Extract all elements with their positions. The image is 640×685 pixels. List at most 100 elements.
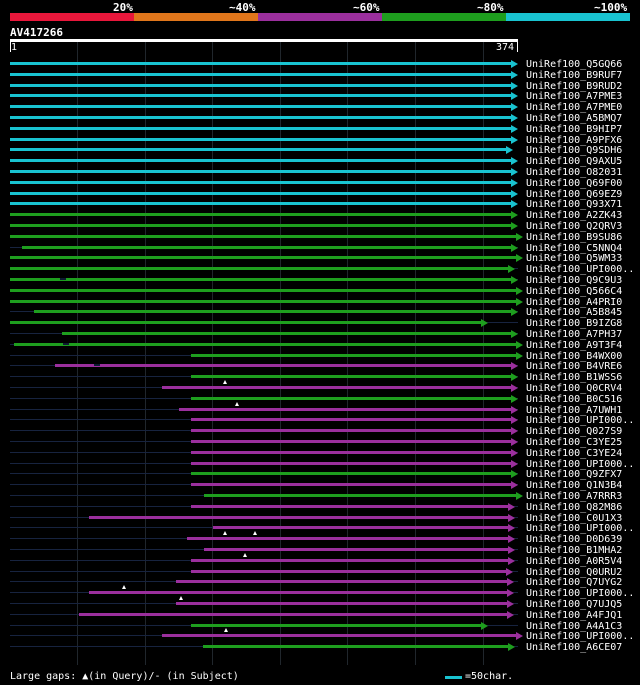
hit-label[interactable]: UniRef100_A6CE07: [526, 642, 623, 653]
hit-row[interactable]: UniRef100_A9PFX6: [0, 135, 640, 146]
hit-row[interactable]: UniRef100_B1WSS6: [0, 372, 640, 383]
hit-row[interactable]: UniRef100_Q9ZFX7: [0, 469, 640, 480]
hit-row[interactable]: UniRef100_A5BMQ7: [0, 113, 640, 124]
hit-label[interactable]: UniRef100_A0R5V4: [526, 556, 623, 567]
hit-bar[interactable]: [190, 505, 509, 508]
hit-label[interactable]: UniRef100_B9HIP7: [526, 124, 623, 135]
hit-row[interactable]: UniRef100_B4VRE6: [0, 361, 640, 372]
hit-bar[interactable]: [190, 559, 509, 562]
hit-bar[interactable]: [61, 332, 511, 335]
hit-row[interactable]: UniRef100_UPI000..: [0, 415, 640, 426]
hit-row[interactable]: UniRef100_A7PME3: [0, 91, 640, 102]
hit-row[interactable]: UniRef100_B1MHA2: [0, 545, 640, 556]
hit-row[interactable]: UniRef100_C5NNQ4: [0, 243, 640, 254]
hit-row[interactable]: UniRef100_UPI000..: [0, 585, 640, 599]
hit-bar[interactable]: [10, 159, 511, 162]
hit-bar[interactable]: [79, 613, 507, 616]
hit-label[interactable]: UniRef100_A7UWH1: [526, 405, 623, 416]
hit-label[interactable]: UniRef100_D0D639: [526, 534, 623, 545]
hit-bar[interactable]: [190, 472, 511, 475]
hit-row[interactable]: UniRef100_B9IZG8: [0, 318, 640, 329]
hit-bar[interactable]: [34, 310, 511, 313]
hit-row[interactable]: UniRef100_Q5GQ66: [0, 59, 640, 70]
hit-row[interactable]: UniRef100_Q566C4: [0, 286, 640, 297]
hit-bar[interactable]: [190, 483, 511, 486]
hit-bar[interactable]: [190, 451, 511, 454]
hit-row[interactable]: UniRef100_Q1N3B4: [0, 480, 640, 491]
hit-row[interactable]: UniRef100_Q69F00: [0, 178, 640, 189]
hit-bar[interactable]: [190, 462, 511, 465]
hit-row[interactable]: UniRef100_Q9SDH6: [0, 145, 640, 156]
hit-label[interactable]: UniRef100_B4WX00: [526, 351, 623, 362]
hit-bar[interactable]: [10, 181, 511, 184]
hit-label[interactable]: UniRef100_Q1N3B4: [526, 480, 623, 491]
hit-row[interactable]: UniRef100_Q93X71: [0, 199, 640, 210]
hit-label[interactable]: UniRef100_B9RUD2: [526, 81, 623, 92]
hit-label[interactable]: UniRef100_UPI000..: [526, 588, 635, 599]
hit-row[interactable]: UniRef100_A7RRR3: [0, 491, 640, 502]
hit-bar[interactable]: [190, 397, 511, 400]
hit-label[interactable]: UniRef100_A4FJQ1: [526, 610, 623, 621]
hit-bar[interactable]: [10, 235, 517, 238]
hit-row[interactable]: UniRef100_A7PME0: [0, 102, 640, 113]
hit-label[interactable]: UniRef100_B4VRE6: [526, 361, 623, 372]
hit-bar[interactable]: [14, 343, 517, 346]
hit-label[interactable]: UniRef100_Q9AXU5: [526, 156, 623, 167]
hit-bar[interactable]: [204, 548, 509, 551]
hit-label[interactable]: UniRef100_B1WSS6: [526, 372, 623, 383]
hit-label[interactable]: UniRef100_A5B845: [526, 307, 623, 318]
hit-bar[interactable]: [10, 73, 511, 76]
hit-row[interactable]: UniRef100_Q9AXU5: [0, 156, 640, 167]
hit-bar[interactable]: [203, 645, 509, 648]
hit-row[interactable]: UniRef100_A4PRI0: [0, 297, 640, 308]
hit-row[interactable]: UniRef100_Q5WM33: [0, 253, 640, 264]
hit-row[interactable]: UniRef100_B9SU86: [0, 232, 640, 243]
hit-label[interactable]: UniRef100_Q69EZ9: [526, 189, 623, 200]
hit-label[interactable]: UniRef100_B0C516: [526, 394, 623, 405]
hit-label[interactable]: UniRef100_C3YE24: [526, 448, 623, 459]
hit-bar[interactable]: [10, 224, 511, 227]
hit-bar[interactable]: [190, 418, 511, 421]
hit-label[interactable]: UniRef100_O82031: [526, 167, 623, 178]
hit-row[interactable]: UniRef100_O82031: [0, 167, 640, 178]
hit-bar[interactable]: [88, 516, 509, 519]
hit-label[interactable]: UniRef100_B1MHA2: [526, 545, 623, 556]
hit-label[interactable]: UniRef100_B9SU86: [526, 232, 623, 243]
hit-row[interactable]: UniRef100_D0D639: [0, 531, 640, 545]
hit-label[interactable]: UniRef100_C5NNQ4: [526, 243, 623, 254]
hit-bar[interactable]: [190, 429, 511, 432]
hit-row[interactable]: UniRef100_UPI000..: [0, 459, 640, 470]
hit-label[interactable]: UniRef100_UPI000..: [526, 415, 635, 426]
hit-row[interactable]: UniRef100_UPI000..: [0, 523, 640, 534]
hit-row[interactable]: UniRef100_B9RUF7: [0, 70, 640, 81]
hit-label[interactable]: UniRef100_Q93X71: [526, 199, 623, 210]
hit-bar[interactable]: [10, 267, 509, 270]
hit-bar[interactable]: [212, 526, 509, 529]
hit-label[interactable]: UniRef100_Q0URU2: [526, 567, 623, 578]
hit-row[interactable]: UniRef100_Q0CRV4: [0, 380, 640, 394]
hit-bar[interactable]: [10, 105, 511, 108]
hit-row[interactable]: UniRef100_Q9C9U3: [0, 275, 640, 286]
hit-bar[interactable]: [10, 213, 511, 216]
hit-label[interactable]: UniRef100_A9PFX6: [526, 135, 623, 146]
hit-bar[interactable]: [10, 170, 511, 173]
hit-label[interactable]: UniRef100_Q9SDH6: [526, 145, 623, 156]
hit-bar[interactable]: [190, 354, 517, 357]
hit-label[interactable]: UniRef100_B9RUF7: [526, 70, 623, 81]
hit-label[interactable]: UniRef100_Q69F00: [526, 178, 623, 189]
hit-bar[interactable]: [162, 386, 511, 389]
hit-row[interactable]: UniRef100_Q0URU2: [0, 567, 640, 578]
hit-bar[interactable]: [178, 408, 511, 411]
hit-bar[interactable]: [54, 364, 511, 367]
hit-bar[interactable]: [190, 624, 482, 627]
hit-row[interactable]: UniRef100_Q7UJQ5: [0, 596, 640, 610]
hit-bar[interactable]: [190, 570, 506, 573]
hit-bar[interactable]: [10, 278, 511, 281]
hit-row[interactable]: UniRef100_C3YE25: [0, 437, 640, 448]
hit-row[interactable]: UniRef100_Q69EZ9: [0, 189, 640, 200]
hit-bar[interactable]: [204, 494, 517, 497]
hit-label[interactable]: UniRef100_B9IZG8: [526, 318, 623, 329]
hit-label[interactable]: UniRef100_A2ZK43: [526, 210, 623, 221]
hit-bar[interactable]: [88, 591, 507, 594]
hit-label[interactable]: UniRef100_A9T3F4: [526, 340, 623, 351]
